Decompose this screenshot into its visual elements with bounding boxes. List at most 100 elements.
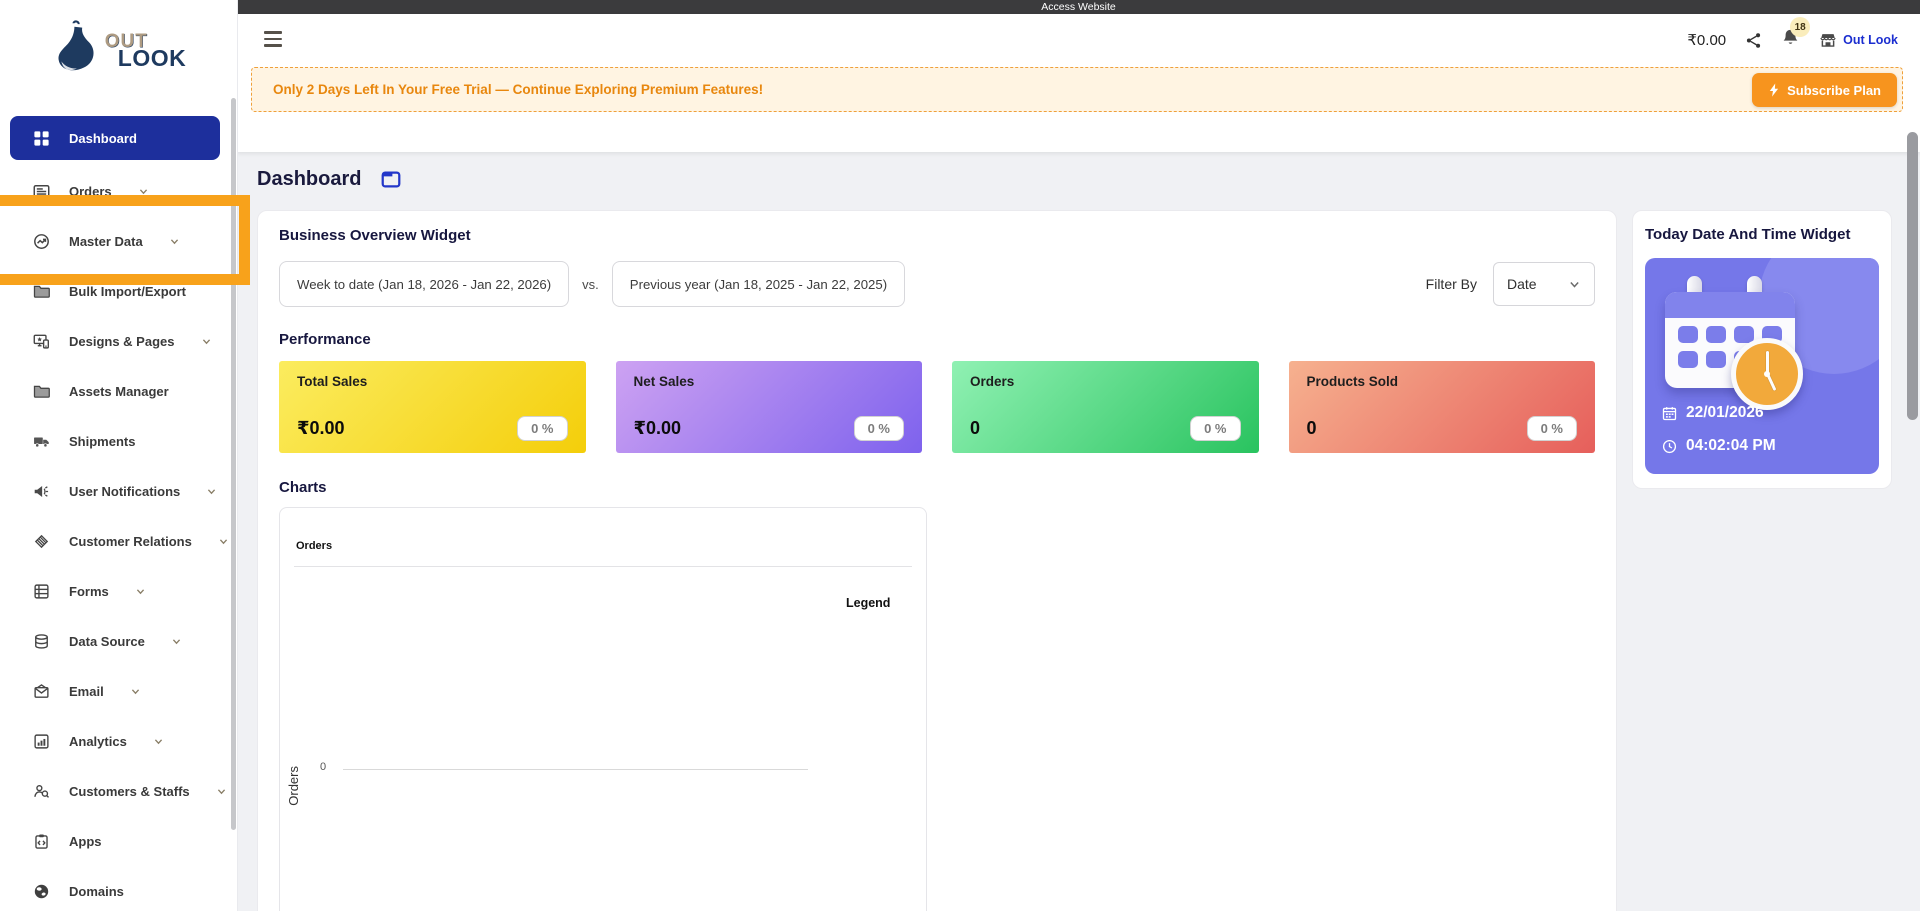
store-icon [1820, 34, 1836, 47]
datetime-widget: Today Date And Time Widget [1632, 210, 1892, 489]
orders-chart: Orders Legend Orders 0 [279, 507, 927, 911]
customers-staffs-icon [33, 783, 50, 800]
chevron-down-icon [131, 688, 139, 694]
sidebar-item-orders[interactable]: Orders [0, 166, 237, 216]
logo-wordmark: OUT LOOK [105, 32, 186, 70]
forms-icon [33, 583, 50, 600]
sidebar-nav: Dashboard Orders Master Data [0, 96, 237, 911]
content: Dashboard Business Overview Widget Week … [237, 152, 1920, 911]
chevron-down-icon [208, 488, 216, 494]
master-data-icon [33, 233, 50, 250]
filter-group: Filter By Date [1426, 262, 1595, 306]
sidebar-item-email[interactable]: Email [0, 666, 237, 716]
business-overview-widget: Business Overview Widget Week to date (J… [257, 210, 1617, 911]
chevron-down-icon [1570, 281, 1579, 288]
sidebar-item-dashboard[interactable]: Dashboard [10, 116, 220, 160]
chart-x-axis-line [343, 769, 808, 770]
apps-icon [33, 833, 50, 850]
sidebar: OUT LOOK Dashboard Orders [0, 0, 237, 911]
sidebar-item-domains[interactable]: Domains [0, 866, 237, 911]
chevron-down-icon [219, 538, 227, 544]
sidebar-item-shipments[interactable]: Shipments [0, 416, 237, 466]
current-date: 22/01/2026 [1686, 404, 1764, 421]
domains-icon [33, 883, 50, 900]
chart-title: Orders [296, 540, 333, 552]
access-website-label: Access Website [1041, 1, 1116, 13]
clock-illustration [1731, 338, 1803, 410]
open-in-new-window-icon[interactable] [381, 170, 401, 188]
main-area: Access Website ₹0.00 18 Out Look [237, 0, 1920, 911]
vs-label: vs. [582, 276, 599, 292]
perf-card-orders: Orders 0 0 % [952, 361, 1259, 453]
date-compare-row: Week to date (Jan 18, 2026 - Jan 22, 202… [279, 261, 1595, 307]
sidebar-item-bulk-import-export[interactable]: Bulk Import/Export [0, 266, 237, 316]
percent-badge: 0 % [853, 416, 904, 441]
shipments-icon [33, 433, 50, 450]
primary-date-range-button[interactable]: Week to date (Jan 18, 2026 - Jan 22, 202… [279, 261, 570, 307]
filter-by-select[interactable]: Date [1493, 262, 1595, 306]
chart-legend: Legend [846, 596, 891, 610]
sidebar-item-customer-relations[interactable]: Customer Relations [0, 516, 237, 566]
chevron-down-icon [154, 738, 162, 744]
orders-icon [33, 183, 50, 200]
store-name: Out Look [1843, 33, 1898, 47]
data-source-icon [33, 633, 50, 650]
wallet-balance[interactable]: ₹0.00 [1687, 32, 1727, 49]
notifications-button[interactable]: 18 [1781, 17, 1811, 52]
sidebar-item-customers-staffs[interactable]: Customers & Staffs [0, 766, 237, 816]
chevron-down-icon [217, 788, 225, 794]
sidebar-item-user-notifications[interactable]: User Notifications [0, 466, 237, 516]
sidebar-item-master-data[interactable]: Master Data [0, 216, 237, 266]
assets-manager-icon [33, 383, 50, 400]
sidebar-item-data-source[interactable]: Data Source [0, 616, 237, 666]
performance-cards: Total Sales ₹0.00 0 % Net Sales ₹0.00 0 … [279, 361, 1595, 453]
menu-toggle-button[interactable] [264, 31, 282, 47]
designs-pages-icon [33, 333, 50, 350]
page-scrollbar[interactable] [1907, 132, 1918, 420]
analytics-icon [33, 733, 50, 750]
charts-section-title: Charts [279, 479, 327, 496]
header: ₹0.00 18 Out Look Only 2 Days Left In Yo… [237, 14, 1920, 152]
chart-divider [294, 566, 912, 567]
sidebar-item-forms[interactable]: Forms [0, 566, 237, 616]
logo-word-out: OUT [104, 31, 148, 52]
header-actions: ₹0.00 18 Out Look [1687, 17, 1898, 54]
page-title-row: Dashboard [257, 162, 1892, 196]
share-icon[interactable] [1745, 32, 1762, 49]
current-time-row: 04:02:04 PM [1662, 437, 1776, 455]
user-notifications-icon [33, 483, 50, 500]
chevron-down-icon [202, 338, 210, 344]
logo-word-look: LOOK [117, 45, 187, 71]
business-overview-title: Business Overview Widget [279, 227, 471, 244]
percent-badge: 0 % [517, 416, 568, 441]
filter-by-label: Filter By [1425, 276, 1477, 292]
subscribe-plan-button[interactable]: Subscribe Plan [1752, 73, 1897, 107]
compare-date-range-button[interactable]: Previous year (Jan 18, 2025 - Jan 22, 20… [611, 261, 906, 307]
logo-dress-icon [58, 20, 94, 71]
datetime-panel: 22/01/2026 04:02:04 PM [1645, 258, 1879, 474]
sidebar-item-apps[interactable]: Apps [0, 816, 237, 866]
perf-card-products-sold: Products Sold 0 0 % [1288, 361, 1595, 453]
trial-banner: Only 2 Days Left In Your Free Trial — Co… [251, 67, 1903, 112]
perf-card-total-sales: Total Sales ₹0.00 0 % [279, 361, 586, 453]
page-title: Dashboard [257, 167, 362, 190]
sidebar-item-designs-pages[interactable]: Designs & Pages [0, 316, 237, 366]
bulk-import-icon [33, 283, 50, 300]
email-icon [33, 683, 50, 700]
chevron-down-icon [139, 188, 147, 194]
perf-card-net-sales: Net Sales ₹0.00 0 % [615, 361, 922, 453]
datetime-widget-title: Today Date And Time Widget [1645, 226, 1851, 243]
current-time: 04:02:04 PM [1686, 437, 1776, 454]
sidebar-item-assets-manager[interactable]: Assets Manager [0, 366, 237, 416]
lightning-icon [1769, 83, 1779, 97]
app-logo[interactable]: OUT LOOK [0, 0, 237, 96]
calendar-icon [1662, 406, 1677, 420]
dashboard-icon [33, 130, 50, 147]
access-website-bar[interactable]: Access Website [237, 0, 1920, 14]
chevron-down-icon [136, 588, 144, 594]
trial-banner-text: Only 2 Days Left In Your Free Trial — Co… [273, 82, 764, 97]
store-link[interactable]: Out Look [1819, 31, 1898, 49]
sidebar-scrollbar[interactable] [231, 98, 236, 830]
sidebar-item-analytics[interactable]: Analytics [0, 716, 237, 766]
